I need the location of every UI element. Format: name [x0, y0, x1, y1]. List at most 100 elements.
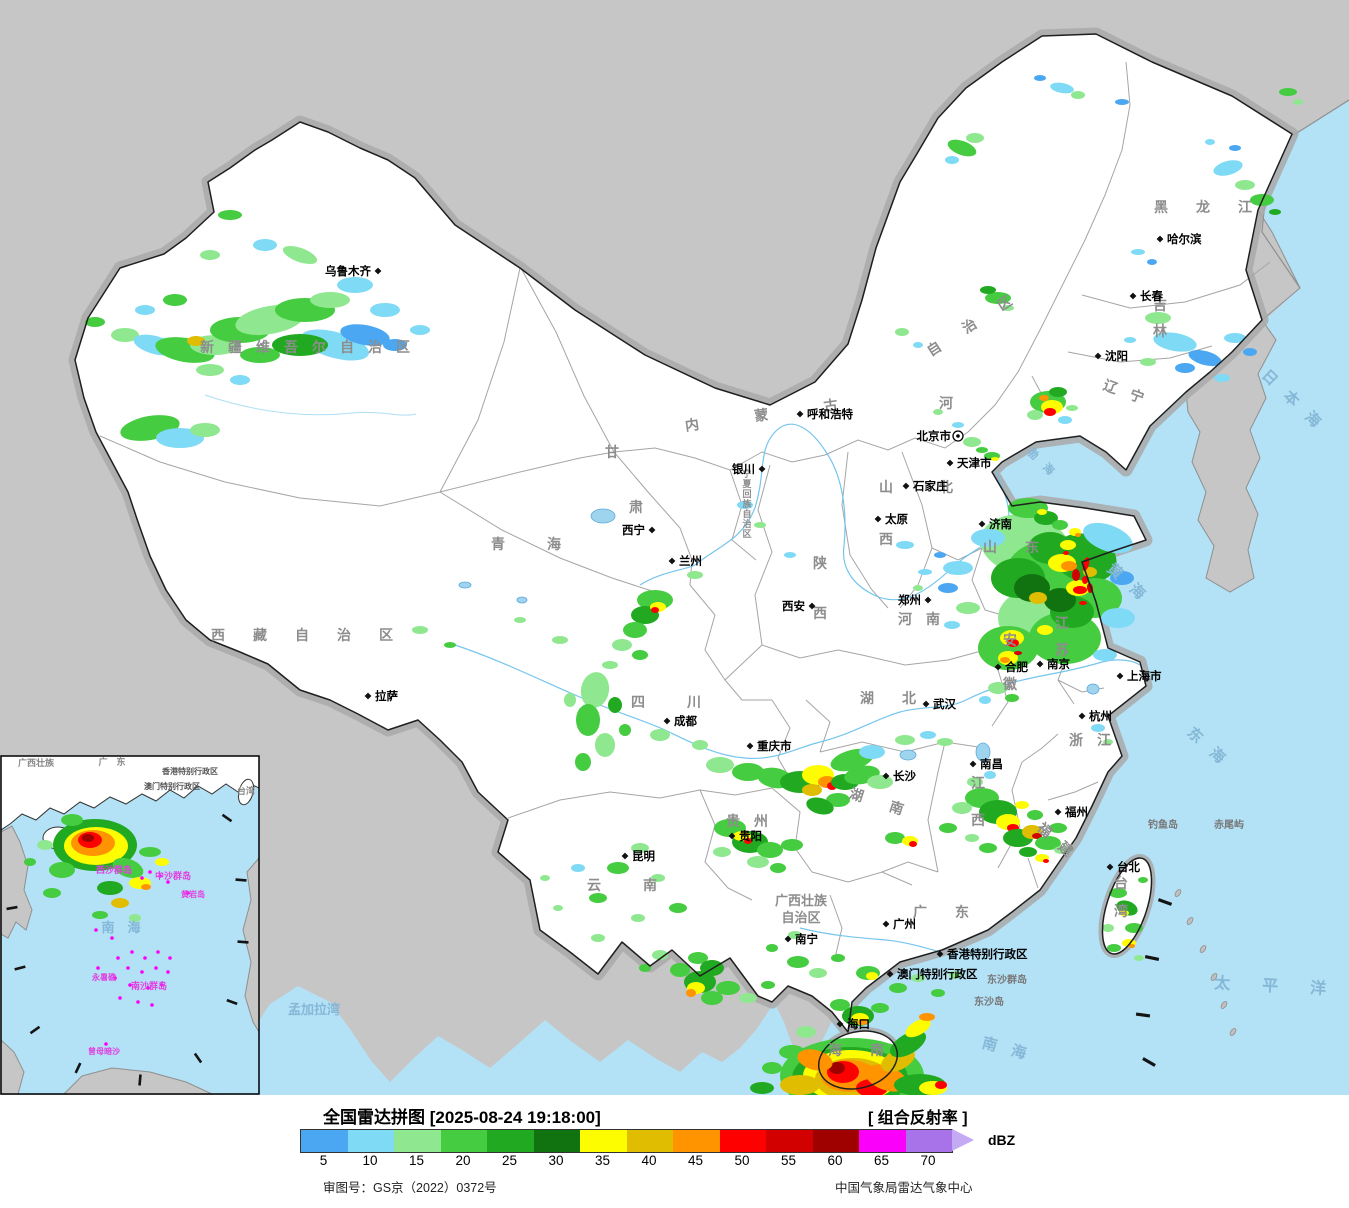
- radar-echo: [1214, 374, 1230, 382]
- city-上海市: 上海市: [1116, 669, 1162, 683]
- radar-echo: [688, 952, 708, 964]
- radar-echo: [589, 893, 607, 903]
- inset-island-dot: [148, 870, 152, 874]
- inset-label: 永暑礁: [91, 972, 116, 982]
- city-marker-icon: [758, 465, 766, 473]
- city-label: 上海市: [1127, 669, 1162, 683]
- radar-echo: [787, 956, 809, 968]
- city-label: 南京: [1047, 657, 1070, 671]
- boundary-dash: [74, 1062, 82, 1074]
- inset-label: 黄岩岛: [181, 889, 205, 899]
- province-label: 湖 北: [860, 690, 916, 706]
- radar-echo: [1005, 694, 1019, 702]
- radar-echo: [980, 286, 996, 294]
- radar-echo: [1063, 551, 1069, 555]
- islet: [1229, 1028, 1237, 1036]
- radar-echo: [1101, 608, 1135, 628]
- legend-swatch-10: [347, 1130, 394, 1152]
- radar-echo: [761, 981, 775, 989]
- inset-island-dot: [140, 970, 144, 974]
- province-label: 河北: [939, 395, 953, 495]
- radar-echo: [1027, 810, 1043, 820]
- radar-echo: [370, 303, 400, 317]
- radar-echo: [576, 704, 600, 736]
- radar-echo: [937, 738, 953, 746]
- city-label: 昆明: [632, 849, 655, 863]
- korea-peninsula: [1185, 319, 1277, 593]
- radar-echo: [920, 731, 936, 739]
- radar-echo: [885, 832, 905, 844]
- city-label: 武汉: [933, 697, 956, 711]
- inset-island-dot: [140, 876, 144, 880]
- city-label: 杭州: [1089, 709, 1112, 723]
- province-label: 江西: [971, 775, 985, 828]
- radar-echo: [651, 607, 659, 613]
- city-marker-icon: [796, 410, 804, 418]
- city-marker-icon: [1078, 712, 1086, 720]
- radar-echo: [129, 914, 141, 922]
- radar-echo: [1224, 333, 1246, 343]
- city-广州: 广州: [882, 917, 916, 931]
- radar-echo: [1066, 405, 1078, 411]
- radar-echo: [796, 1026, 816, 1038]
- city-贵阳: 贵阳: [728, 829, 762, 843]
- radar-echo: [230, 375, 250, 385]
- radar-echo: [1044, 408, 1056, 416]
- radar-echo: [947, 139, 977, 157]
- legend-swatch-15: [394, 1130, 441, 1152]
- city-银川: 银川: [732, 462, 766, 476]
- radar-echo: [1034, 75, 1046, 81]
- radar-echo: [1071, 91, 1085, 99]
- radar-echo: [939, 823, 957, 833]
- radar-echo: [701, 991, 723, 1005]
- inset-island-dot: [94, 928, 98, 932]
- radar-echo: [1107, 944, 1121, 952]
- radar-echo: [1293, 99, 1303, 105]
- city-label: 福州: [1064, 805, 1088, 819]
- radar-echo: [1134, 955, 1144, 961]
- city-marker-icon: [1116, 672, 1124, 680]
- legend-tick-5: 5: [319, 1153, 328, 1168]
- radar-echo: [1153, 332, 1197, 352]
- radar-echo: [945, 156, 959, 164]
- city-澳门特别行政区: 澳门特别行政区: [886, 967, 978, 981]
- legend-tick-60: 60: [827, 1153, 843, 1168]
- city-乌鲁木齐: 乌鲁木齐: [325, 264, 382, 278]
- boundary-dash: [226, 998, 238, 1006]
- city-marker-icon: [994, 663, 1002, 671]
- radar-echo: [1029, 592, 1047, 604]
- city-marker-icon: [936, 950, 944, 958]
- lakes: [458, 508, 1100, 762]
- city-南宁: 南宁: [784, 932, 818, 946]
- city-marker-icon: [882, 772, 890, 780]
- radar-echo: [797, 1049, 833, 1071]
- province-label: 山 东: [983, 539, 1039, 555]
- inset-label: 中沙群岛: [155, 870, 191, 881]
- lake: [590, 508, 616, 524]
- city-marker-icon: [969, 760, 977, 768]
- radar-echo: [889, 1030, 927, 1058]
- radar-echo: [1037, 625, 1053, 635]
- province-label: 自治区: [781, 910, 820, 925]
- inset-island-dot: [154, 966, 158, 970]
- ryukyu-islets: [1174, 889, 1237, 1036]
- inset-label: 广 东: [98, 756, 125, 767]
- inset-island-dot: [116, 956, 120, 960]
- city-香港特别行政区: 香港特别行政区: [936, 947, 1028, 961]
- boundary-dash: [235, 878, 247, 882]
- radar-echo: [623, 622, 647, 638]
- city-label: 南昌: [980, 757, 1003, 771]
- inset-island-dot: [118, 996, 122, 1000]
- city-marker-icon: [1106, 863, 1114, 871]
- city-marker-icon: [746, 742, 754, 750]
- radar-echo: [1115, 99, 1129, 105]
- province-label: 江苏: [1055, 615, 1069, 658]
- radar-echo: [1229, 145, 1241, 151]
- radar-echo: [196, 364, 224, 376]
- radar-echo: [187, 336, 205, 346]
- radar-echo: [1007, 639, 1019, 647]
- radar-echo: [650, 729, 670, 741]
- city-海口: 海口: [836, 1017, 870, 1031]
- radar-echo: [49, 862, 75, 878]
